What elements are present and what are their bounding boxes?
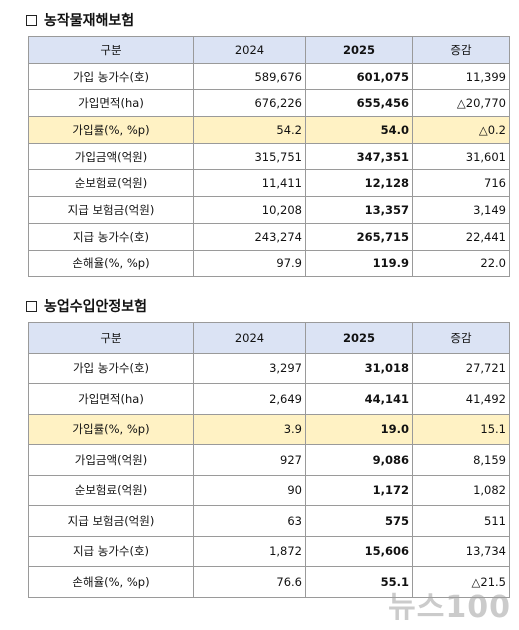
table-row: 손해율(%, %p) 76.6 55.1 △21.5 [28, 566, 510, 598]
table-cell: 716 [412, 169, 510, 198]
table-cell: 8,159 [412, 444, 510, 476]
table-cell: 347,351 [305, 142, 413, 171]
section-title-text: 농업수입안정보험 [44, 299, 148, 315]
row-label: 가입 농가수(호) [28, 352, 194, 384]
row-label: 지급 보험금(억원) [28, 505, 194, 537]
section-title-text: 농작물재해보험 [44, 13, 135, 29]
table-cell: 3.9 [193, 413, 306, 445]
table-cell: 265,715 [305, 222, 413, 251]
table-cell: 11,411 [193, 169, 306, 198]
row-label: 손해율(%, %p) [28, 566, 194, 598]
table-cell: 22.0 [412, 249, 510, 278]
table-row: 가입률(%, %p) 3.9 19.0 15.1 [28, 413, 510, 445]
table-row: 가입금액(억원) 927 9,086 8,159 [28, 444, 510, 476]
column-header: 2024 [193, 36, 306, 64]
row-label: 손해율(%, %p) [28, 249, 194, 278]
column-header: 구분 [28, 322, 194, 354]
table-cell: △21.5 [412, 566, 510, 598]
column-header: 2025 [305, 36, 413, 64]
table-cell: 575 [305, 505, 413, 537]
table-cell: 10,208 [193, 196, 306, 224]
table-row: 순보험료(억원) 11,411 12,128 716 [28, 169, 510, 198]
table-cell: 315,751 [193, 142, 306, 171]
table-row: 가입면적(ha) 2,649 44,141 41,492 [28, 383, 510, 415]
table-cell: 15,606 [305, 535, 413, 567]
row-label: 지급 농가수(호) [28, 222, 194, 251]
table-cell: 41,492 [412, 383, 510, 415]
table-cell: 31,601 [412, 142, 510, 171]
column-header: 구분 [28, 36, 194, 64]
table-row: 가입금액(억원) 315,751 347,351 31,601 [28, 142, 510, 171]
checkbox-icon [26, 300, 37, 312]
table-cell: 22,441 [412, 222, 510, 251]
table-cell: 31,018 [305, 352, 413, 384]
column-header: 증감 [412, 322, 510, 354]
table-cell: 601,075 [305, 62, 413, 91]
table-cell: △20,770 [412, 89, 510, 118]
row-label: 가입률(%, %p) [28, 413, 194, 445]
row-label: 순보험료(억원) [28, 474, 194, 506]
table-cell: 243,274 [193, 222, 306, 251]
table-cell: 927 [193, 444, 306, 476]
watermark-logo: 뉴스100 [388, 590, 511, 625]
table-cell: 44,141 [305, 383, 413, 415]
column-header: 2025 [305, 322, 413, 354]
section-title-revenue-insurance: 농업수입안정보험 [26, 296, 147, 316]
table-row: 지급 농가수(호) 243,274 265,715 22,441 [28, 222, 510, 251]
row-label: 가입 농가수(호) [28, 62, 194, 91]
table-row: 지급 보험금(억원) 10,208 13,357 3,149 [28, 196, 510, 224]
row-label: 가입금액(억원) [28, 444, 194, 476]
table-cell: △0.2 [412, 116, 510, 144]
table-cell: 54.2 [193, 116, 306, 144]
table-cell: 3,149 [412, 196, 510, 224]
table-cell: 11,399 [412, 62, 510, 91]
table-cell: 63 [193, 505, 306, 537]
table-header-row: 구분 2024 2025 증감 [28, 36, 510, 64]
row-label: 가입금액(억원) [28, 142, 194, 171]
crop-insurance-table: 구분 2024 2025 증감 가입 농가수(호) 589,676 601,075 11,39… [28, 36, 510, 278]
table-cell: 13,734 [412, 535, 510, 567]
table-row: 지급 농가수(호) 1,872 15,606 13,734 [28, 535, 510, 567]
table-cell: 589,676 [193, 62, 306, 91]
table-row: 가입 농가수(호) 589,676 601,075 11,399 [28, 62, 510, 91]
revenue-insurance-table: 구분 2024 2025 증감 가입 농가수(호) 3,297 31,018 27,721 가입… [28, 322, 510, 598]
table-cell: 27,721 [412, 352, 510, 384]
table-cell: 511 [412, 505, 510, 537]
table-cell: 1,082 [412, 474, 510, 506]
table-cell: 54.0 [305, 116, 413, 144]
table-cell: 13,357 [305, 196, 413, 224]
column-header: 2024 [193, 322, 306, 354]
table-row: 가입률(%, %p) 54.2 54.0 △0.2 [28, 116, 510, 144]
table-cell: 655,456 [305, 89, 413, 118]
table-cell: 1,172 [305, 474, 413, 506]
row-label: 가입면적(ha) [28, 89, 194, 118]
table-cell: 90 [193, 474, 306, 506]
row-label: 순보험료(억원) [28, 169, 194, 198]
table-cell: 1,872 [193, 535, 306, 567]
table-row: 가입면적(ha) 676,226 655,456 △20,770 [28, 89, 510, 118]
table-row: 지급 보험금(억원) 63 575 511 [28, 505, 510, 537]
table-cell: 2,649 [193, 383, 306, 415]
row-label: 가입면적(ha) [28, 383, 194, 415]
row-label: 지급 보험금(억원) [28, 196, 194, 224]
table-cell: 3,297 [193, 352, 306, 384]
table-cell: 119.9 [305, 249, 413, 278]
table-cell: 19.0 [305, 413, 413, 445]
table-cell: 676,226 [193, 89, 306, 118]
table-row: 손해율(%, %p) 97.9 119.9 22.0 [28, 249, 510, 278]
table-header-row: 구분 2024 2025 증감 [28, 322, 510, 354]
row-label: 가입률(%, %p) [28, 116, 194, 144]
column-header: 증감 [412, 36, 510, 64]
table-cell: 97.9 [193, 249, 306, 278]
checkbox-icon [26, 14, 37, 26]
table-cell: 9,086 [305, 444, 413, 476]
row-label: 지급 농가수(호) [28, 535, 194, 567]
table-cell: 12,128 [305, 169, 413, 198]
table-cell: 15.1 [412, 413, 510, 445]
section-title-crop-insurance: 농작물재해보험 [26, 10, 134, 30]
table-row: 가입 농가수(호) 3,297 31,018 27,721 [28, 352, 510, 384]
table-cell: 76.6 [193, 566, 306, 598]
table-row: 순보험료(억원) 90 1,172 1,082 [28, 474, 510, 506]
